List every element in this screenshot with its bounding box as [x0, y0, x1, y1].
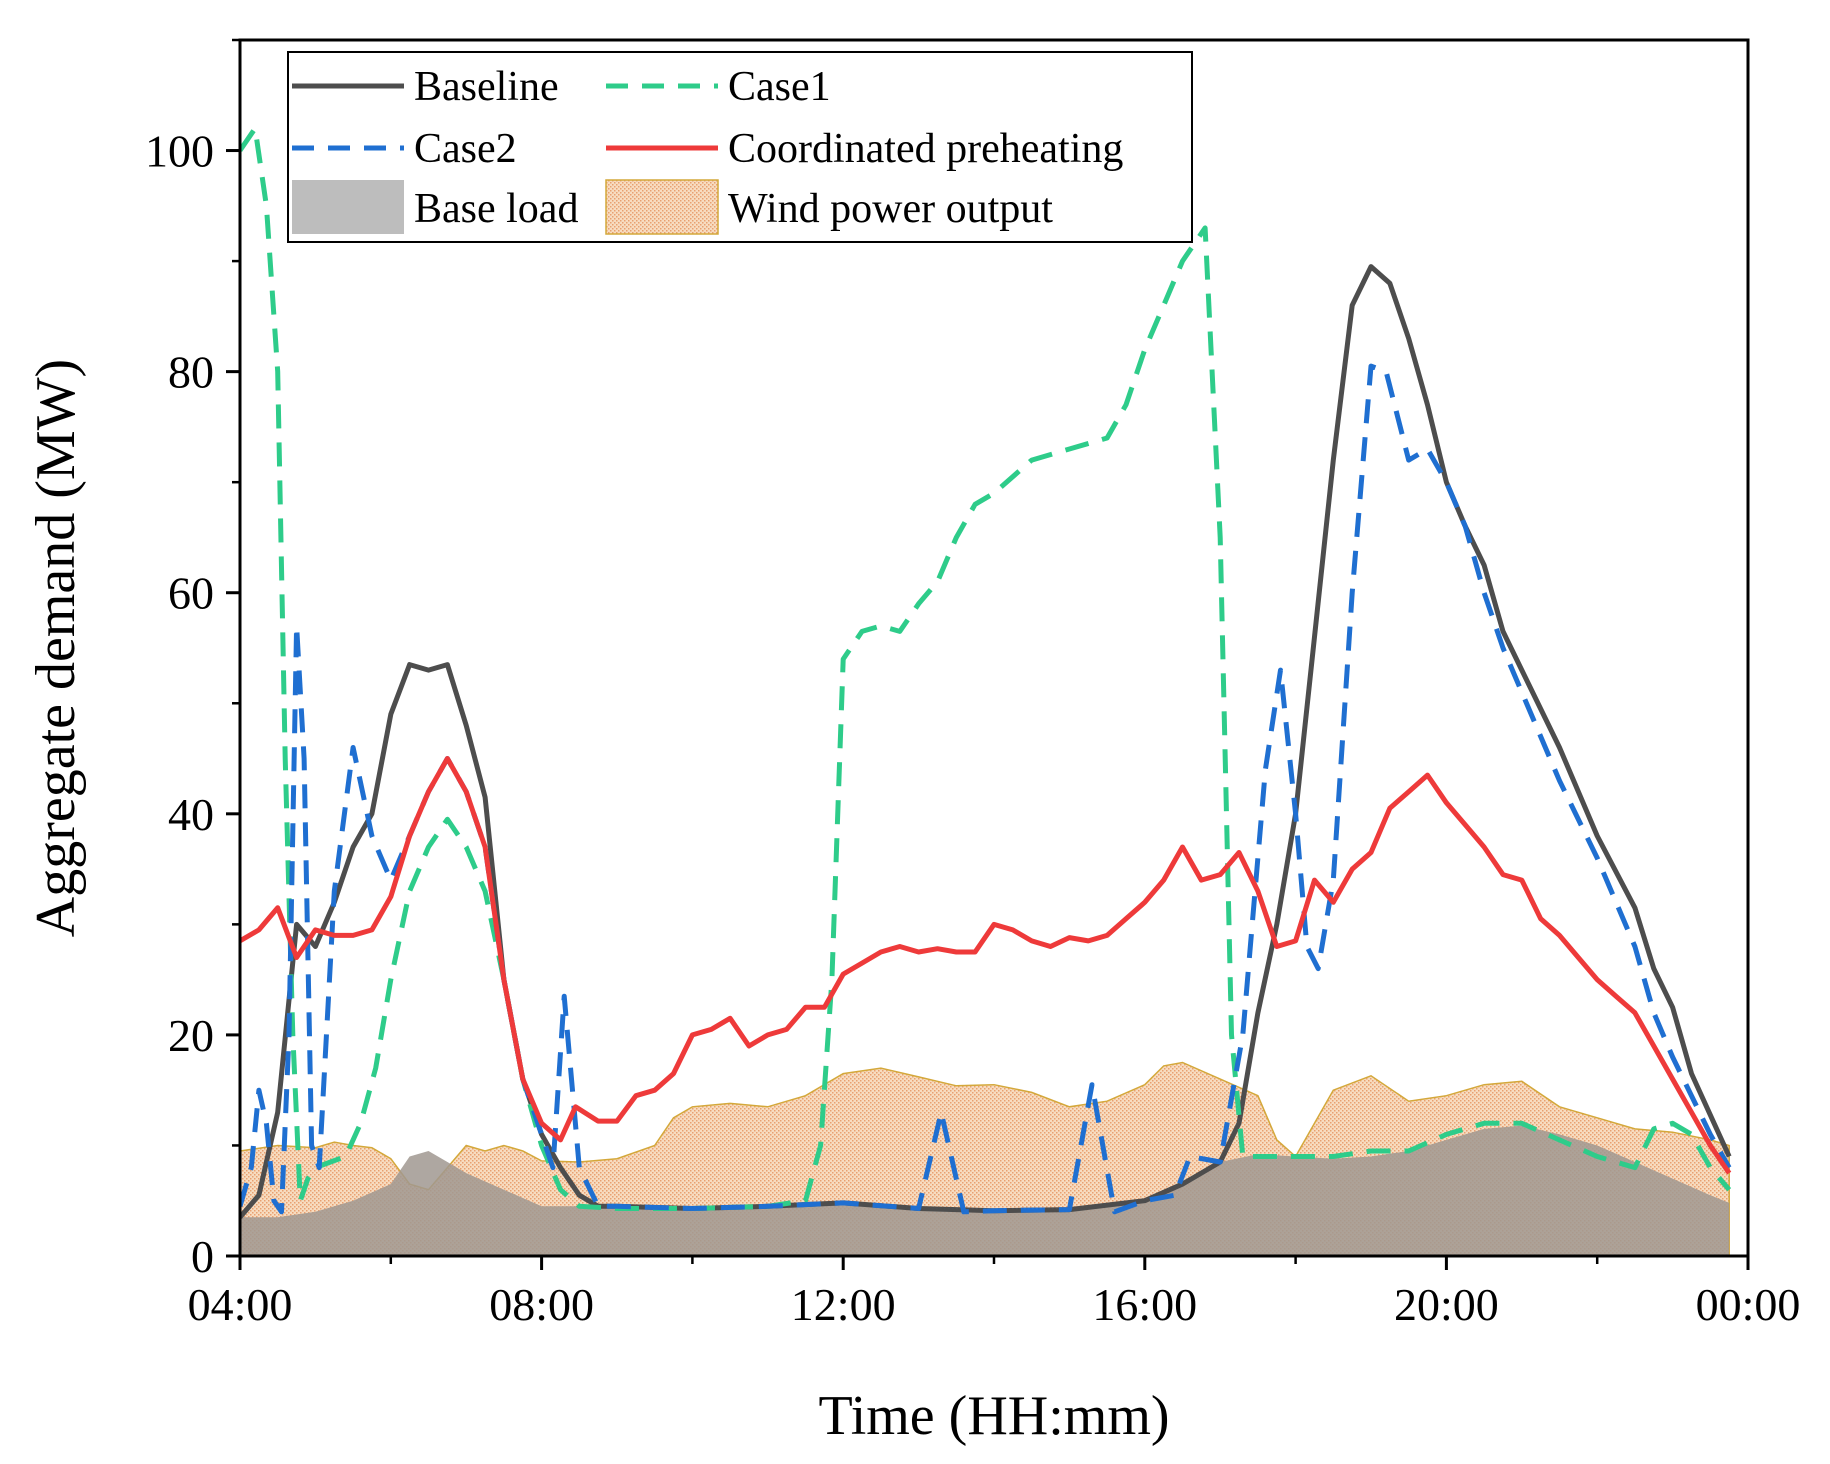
series-line-case1 — [240, 125, 1732, 1211]
x-tick-label: 16:00 — [1092, 1279, 1197, 1330]
series-layer — [240, 125, 1732, 1219]
legend-box — [287, 51, 1193, 243]
x-tick-label: 04:00 — [188, 1279, 293, 1330]
x-axis-title: Time (HH:mm) — [818, 1385, 1169, 1447]
axes-layer: 04:00 08:00 12:00 16:00 20:00 00:00 0 20 40 60 80 1… — [145, 38, 1801, 1330]
y-tick-label: 40 — [168, 789, 214, 840]
y-tick-label: 60 — [168, 568, 214, 619]
legend-label-base-load: Base load — [414, 186, 578, 232]
x-tick-label: 00:00 — [1696, 1279, 1801, 1330]
x-tick-label: 08:00 — [489, 1279, 594, 1330]
area-base-load — [240, 1125, 1730, 1256]
legend-swatch-wind-power-output — [605, 179, 719, 235]
series-line-baseline — [240, 264, 1732, 1219]
y-tick-label: 100 — [145, 126, 214, 177]
y-tick-label: 0 — [191, 1231, 214, 1282]
areas-layer — [240, 1061, 1730, 1256]
y-axis-title: Aggregate demand (MW) — [25, 359, 87, 937]
legend: Baseline Case1 Case2 Coordinated preheat… — [287, 51, 1193, 243]
series-line-coordinated-preheating — [240, 756, 1732, 1175]
legend-label-baseline: Baseline — [414, 64, 559, 110]
legend-label-coordinated-preheating: Coordinated preheating — [728, 126, 1123, 172]
legend-label-wind-power-output: Wind power output — [728, 186, 1053, 232]
legend-label-case2: Case2 — [414, 126, 517, 172]
y-tick-label: 20 — [168, 1010, 214, 1061]
x-tick-label: 12:00 — [791, 1279, 896, 1330]
legend-label-case1: Case1 — [728, 64, 831, 110]
x-tick-label: 20:00 — [1394, 1279, 1499, 1330]
y-tick-label: 80 — [168, 347, 214, 398]
legend-swatch-base-load — [292, 180, 404, 234]
